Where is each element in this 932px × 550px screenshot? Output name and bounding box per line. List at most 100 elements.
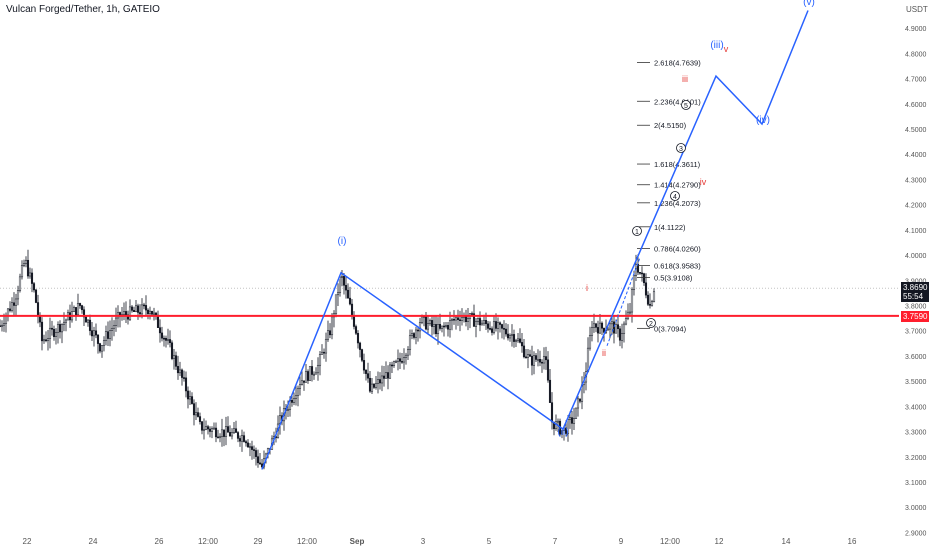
candle-body (454, 317, 458, 321)
candle-body (232, 428, 236, 433)
x-tick-label: 16 (848, 537, 857, 546)
fib-level-label: 0.786(4.0260) (654, 245, 701, 254)
candle-body (384, 372, 388, 379)
candle-body (102, 340, 106, 346)
candle-body (226, 426, 230, 433)
wave-circle-label: 4 (673, 194, 677, 201)
candle-body (156, 314, 160, 328)
candle-body (172, 355, 176, 359)
candle-body (210, 428, 214, 432)
candle-body (242, 435, 246, 442)
candle-body (162, 337, 166, 340)
candle-body (130, 306, 134, 311)
x-tick-label: 12:00 (297, 537, 318, 546)
candle-body (314, 372, 318, 375)
candle-body (568, 417, 572, 420)
candle-body (536, 358, 540, 361)
candle-body (22, 263, 26, 266)
x-tick-label: 12 (715, 537, 724, 546)
last-price-tag: 3.8690 55:54 (901, 282, 930, 303)
candle-body (542, 356, 546, 364)
candle-body (608, 323, 612, 330)
y-tick-label: 3.4000 (905, 404, 927, 411)
candle-body (34, 289, 38, 303)
wave-circle-marker (676, 143, 686, 153)
candle-body (88, 319, 92, 331)
candle-body (376, 379, 380, 384)
candle-body (12, 302, 16, 306)
candle-body (58, 324, 62, 333)
candle-body (606, 328, 610, 331)
candle-body (112, 325, 116, 329)
wave-dashed-segment (606, 257, 641, 347)
candle-body (336, 292, 340, 296)
candle-body (196, 412, 200, 417)
candle-body (256, 456, 260, 464)
candle-body (530, 355, 534, 366)
candle-body (330, 316, 334, 336)
candle-body (382, 375, 386, 379)
candle-body (176, 366, 180, 374)
candle-body (632, 275, 636, 290)
candle-body (594, 323, 598, 328)
candle-body (366, 373, 370, 379)
candle-body (522, 345, 526, 358)
candle-body (420, 316, 424, 323)
y-tick-label: 4.6000 (905, 102, 927, 109)
candle-body (354, 326, 358, 334)
candle-body (124, 311, 128, 316)
wave-circle-label: 2 (649, 321, 653, 328)
candle-body (370, 383, 374, 392)
candle-body (476, 318, 480, 322)
candle-body (48, 327, 52, 339)
candle-body (202, 429, 206, 431)
candle-body (148, 310, 152, 315)
candle-body (214, 427, 218, 438)
candle-body (100, 345, 104, 352)
fib-level-label: 0.618(3.9583) (654, 262, 701, 271)
x-tick-label: 14 (782, 537, 791, 546)
fib-level-label: 1(4.1122) (654, 223, 686, 232)
wave-circle-marker (632, 226, 642, 236)
candle-body (142, 304, 146, 307)
candle-body (532, 355, 536, 366)
candle-body (180, 369, 184, 378)
candle-body (434, 324, 438, 335)
candle-body (618, 328, 622, 341)
candle-body (418, 322, 422, 332)
subwave-label: ii (602, 348, 606, 358)
candle-body (248, 446, 252, 448)
candle-body (502, 328, 506, 330)
candle-body (244, 441, 248, 444)
candle-body (166, 339, 170, 341)
candle-body (586, 347, 590, 372)
candle-body (358, 342, 362, 350)
candle-body (648, 304, 652, 306)
x-tick-label: 22 (23, 537, 32, 546)
candle-body (362, 360, 366, 371)
candle-body (458, 319, 462, 321)
candle-body (206, 426, 210, 430)
candle-body (218, 436, 222, 439)
candle-body (192, 403, 196, 416)
candle-body (432, 324, 436, 327)
candle-body (650, 301, 654, 306)
candle-body (174, 355, 178, 367)
candle-body (94, 330, 98, 336)
candle-body (538, 358, 542, 363)
candle-body (414, 329, 418, 338)
candle-body (306, 371, 310, 381)
candle-body (212, 427, 216, 430)
candle-body (508, 335, 512, 339)
candle-body (534, 355, 538, 360)
y-tick-label: 2.9000 (905, 530, 927, 537)
candle-body (506, 333, 510, 339)
candle-body (498, 322, 502, 325)
candle-body (50, 327, 54, 330)
candle-body (438, 324, 442, 329)
candle-body (394, 360, 398, 363)
candle-body (338, 276, 342, 293)
candle-body (488, 328, 492, 330)
wave-circle-label: 1 (635, 229, 639, 236)
